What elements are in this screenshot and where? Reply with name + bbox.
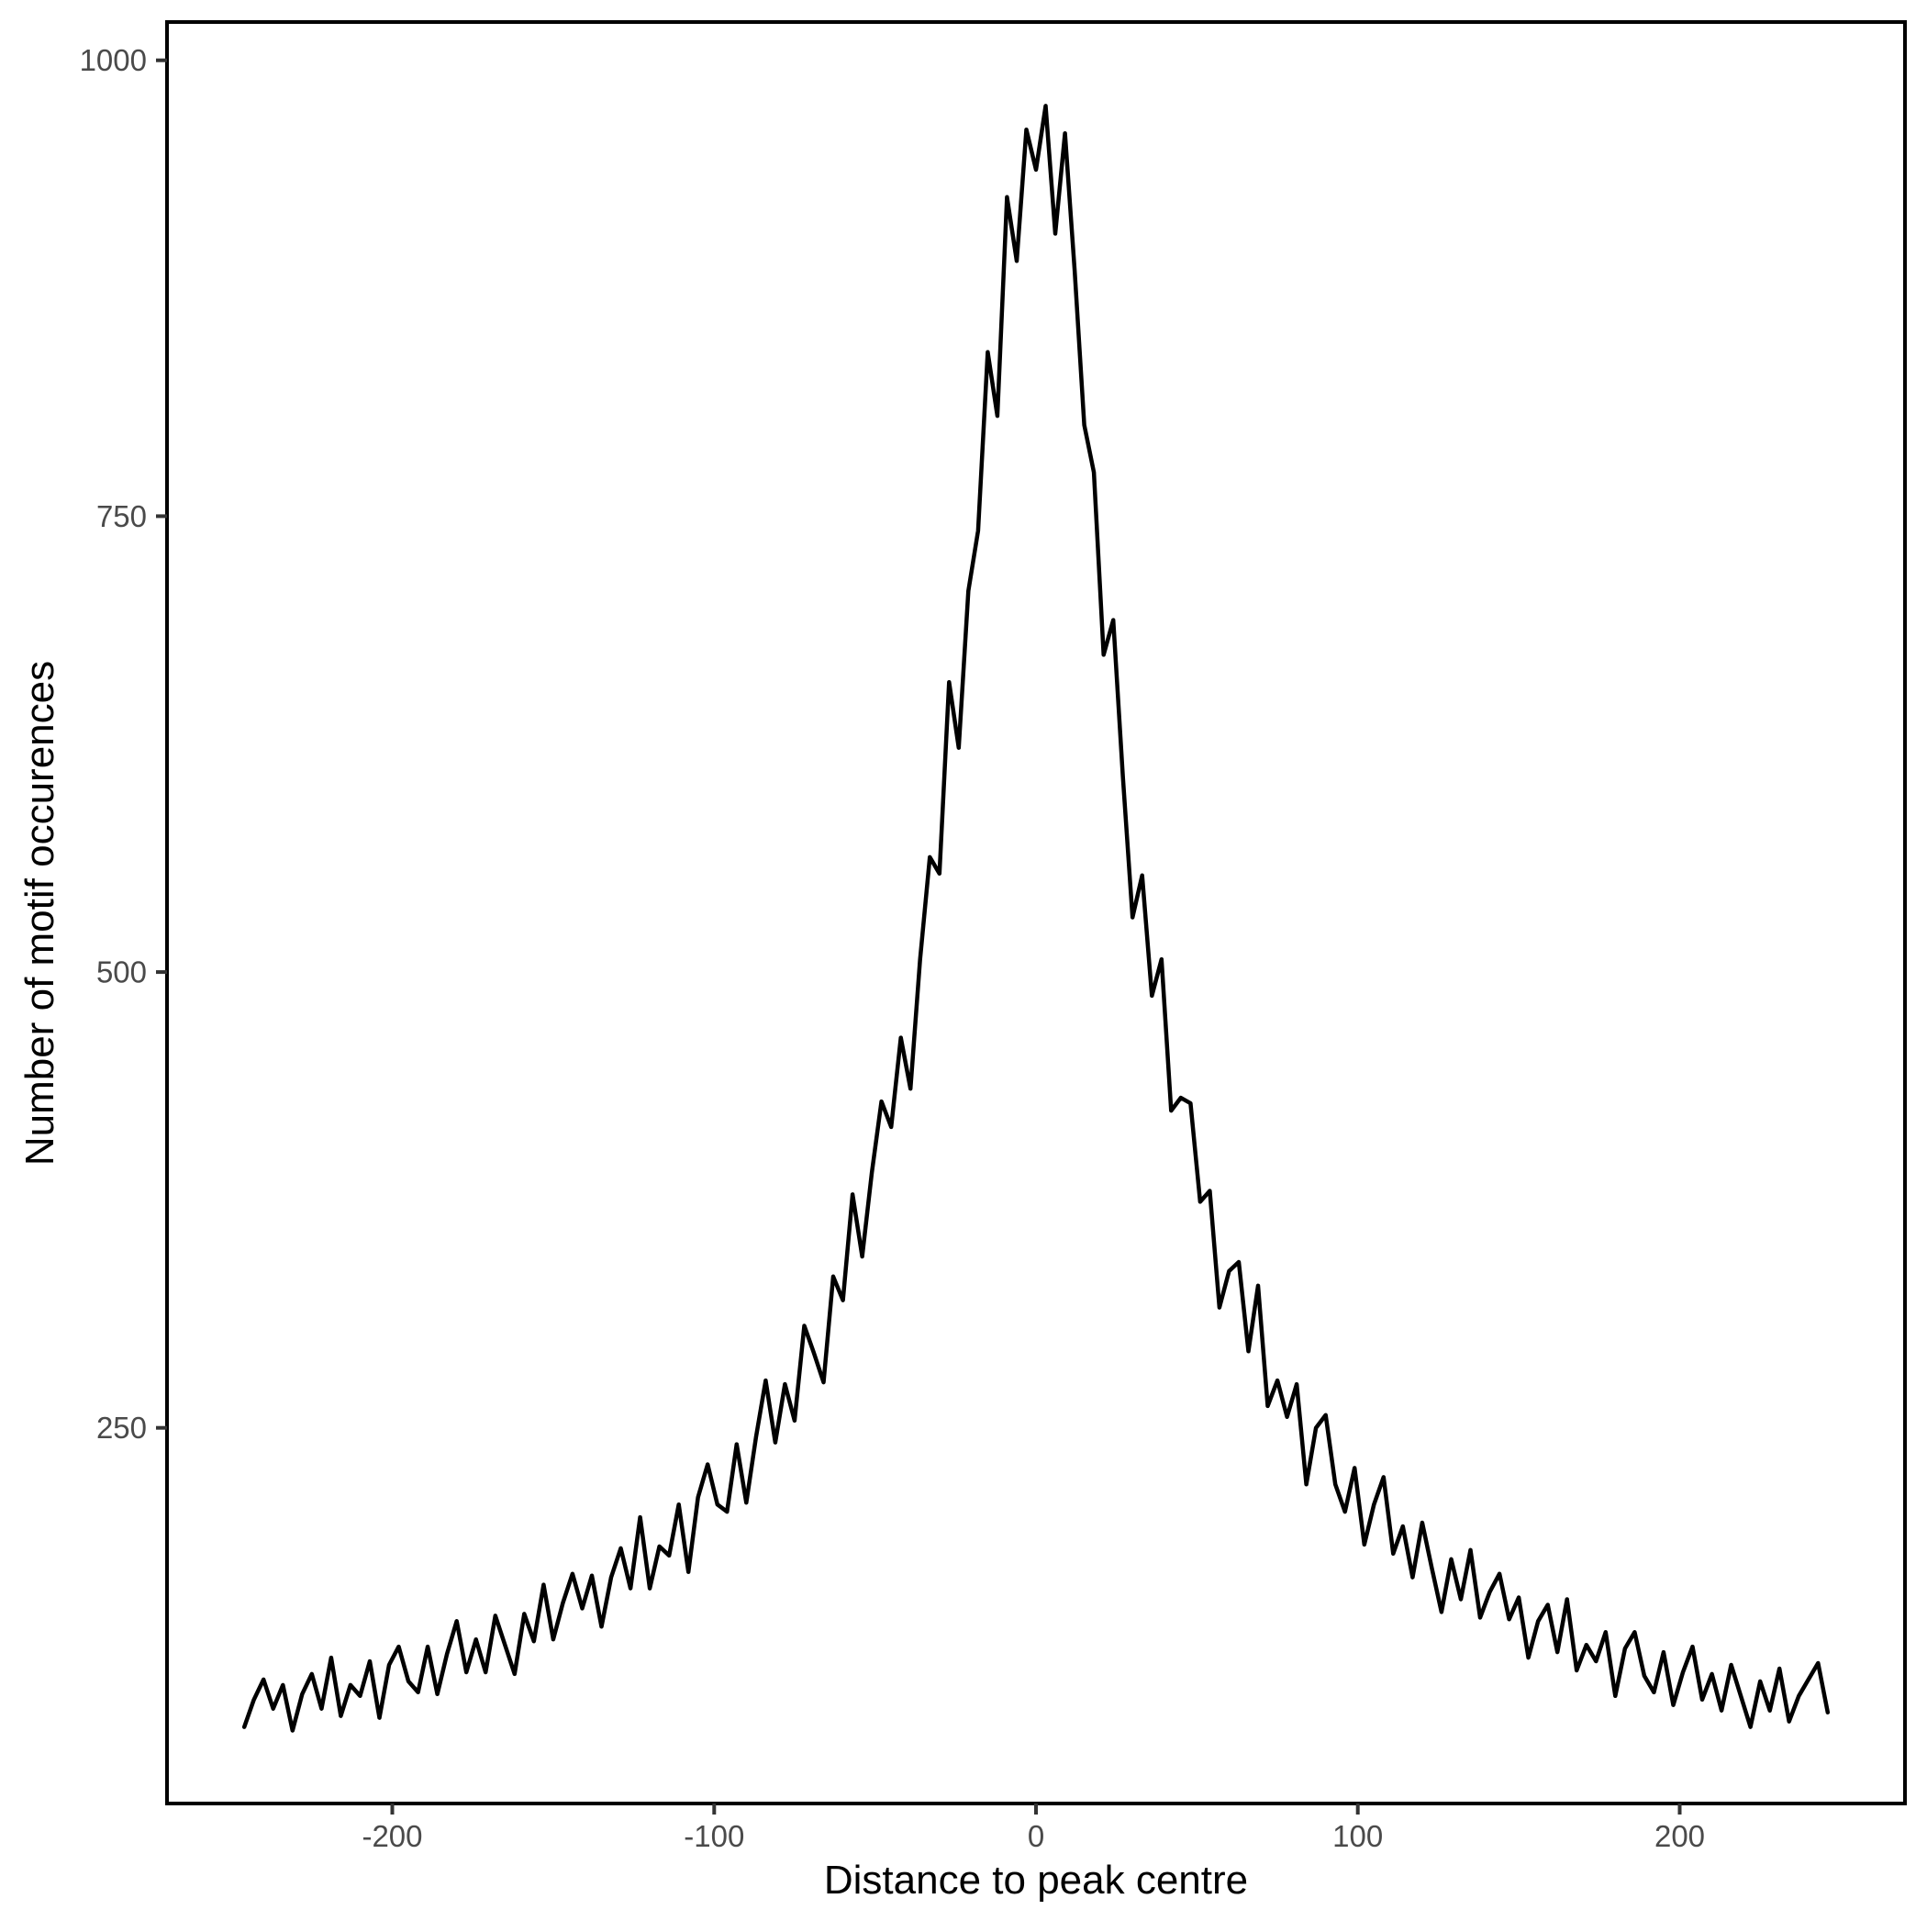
y-axis-ticks — [156, 58, 167, 1430]
x-axis-title: Distance to peak centre — [824, 1858, 1248, 1903]
x-tick-label: 0 — [1028, 1819, 1044, 1853]
y-tick-label: 1000 — [80, 43, 147, 77]
data-line — [241, 104, 1831, 1733]
y-axis-title: Number of motif occurences — [17, 661, 62, 1166]
y-tick-label: 750 — [96, 499, 147, 533]
x-tick-label: -200 — [362, 1819, 422, 1853]
y-axis-tick-labels: 250 500 750 1000 — [80, 43, 147, 1445]
y-tick-label: 250 — [96, 1411, 147, 1445]
x-tick-label: -100 — [684, 1819, 744, 1853]
x-tick-label: 100 — [1332, 1819, 1383, 1853]
x-tick-label: 200 — [1654, 1819, 1705, 1853]
panel-border — [165, 20, 1907, 1805]
x-axis-tick-labels: -200 -100 0 100 200 — [362, 1819, 1705, 1853]
x-axis-ticks — [390, 1804, 1682, 1815]
y-tick-label: 500 — [96, 955, 147, 989]
